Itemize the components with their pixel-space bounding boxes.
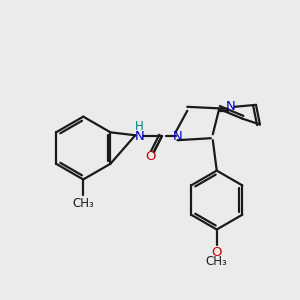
Text: N: N bbox=[172, 130, 182, 143]
Text: N: N bbox=[134, 130, 144, 143]
Text: O: O bbox=[146, 150, 156, 164]
Text: H: H bbox=[135, 120, 144, 133]
Text: O: O bbox=[212, 246, 222, 259]
Text: N: N bbox=[226, 100, 236, 113]
Text: CH₃: CH₃ bbox=[72, 197, 94, 210]
Text: CH₃: CH₃ bbox=[206, 255, 228, 268]
